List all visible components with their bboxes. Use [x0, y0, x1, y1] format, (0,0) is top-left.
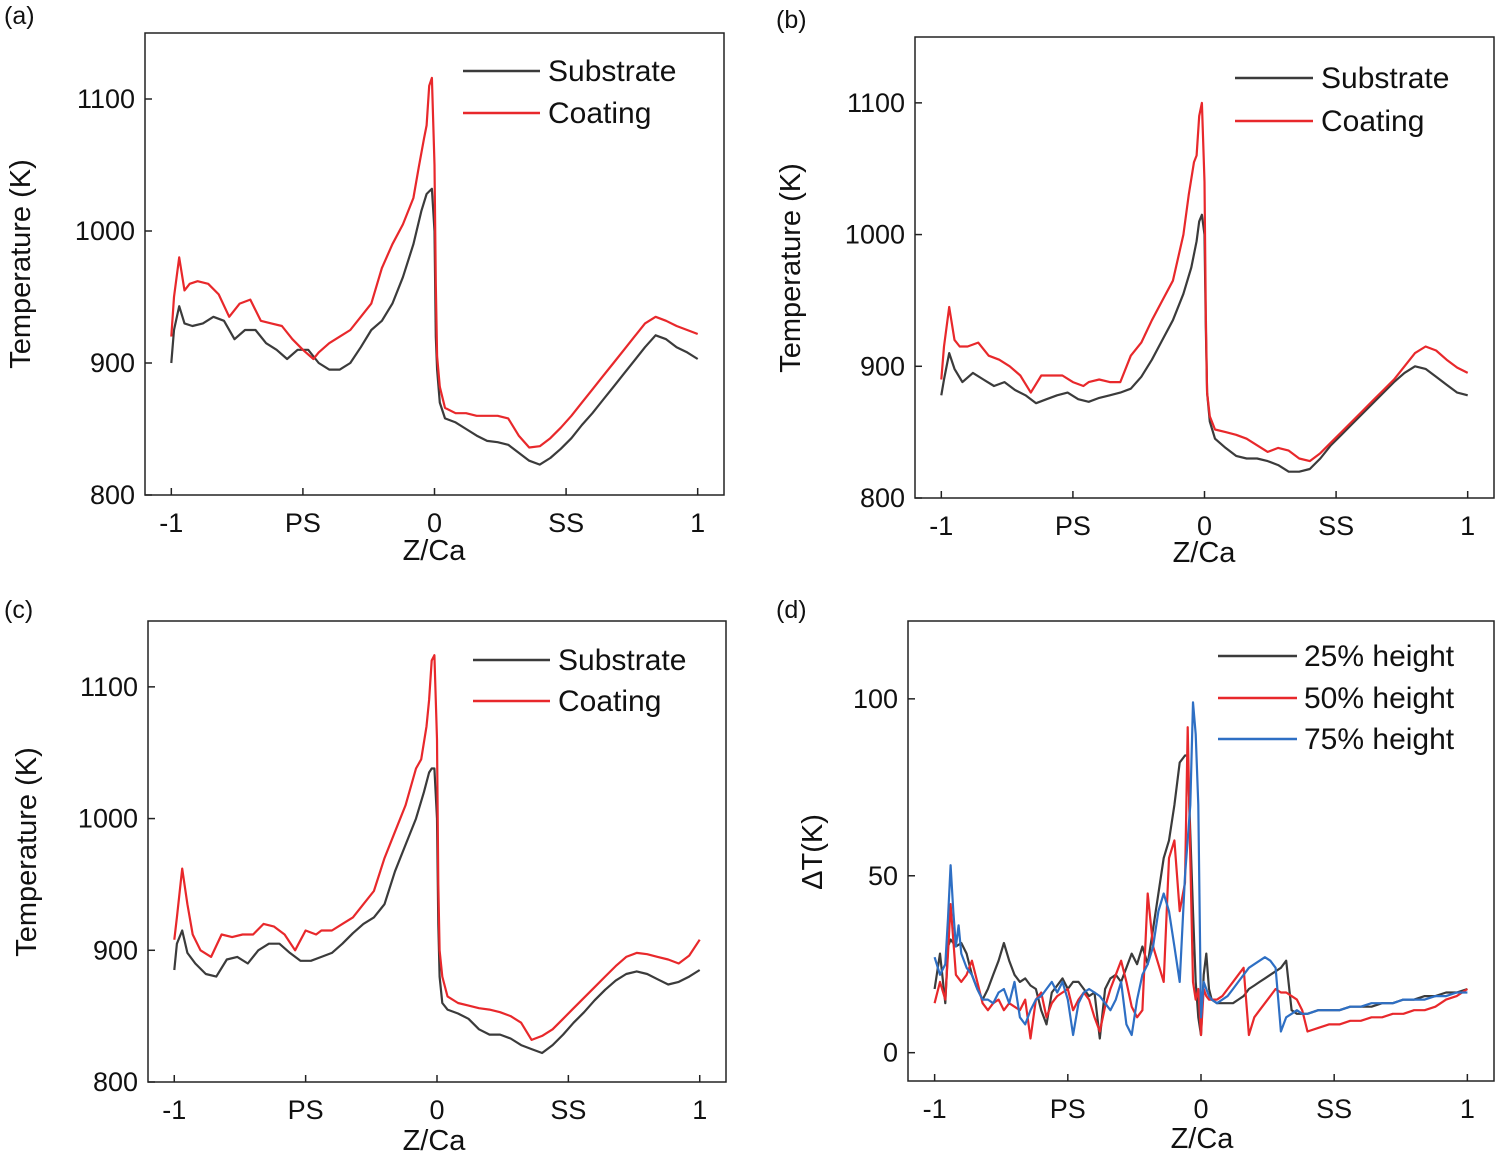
y-tick-label: 0 [883, 1038, 898, 1068]
x-tick-label: PS [1050, 1094, 1086, 1124]
series-layer [940, 101, 1469, 473]
x-ticks: -1 PS 0 SS 1 [923, 1094, 1475, 1124]
x-tick-label: PS [1055, 511, 1091, 541]
x-ticks: -1 PS 0 SS 1 [159, 508, 705, 538]
x-tick-label: PS [288, 1095, 324, 1125]
panel-label: (b) [776, 6, 807, 34]
x-tick-label: SS [550, 1095, 586, 1125]
y-tick-label: 1000 [78, 804, 138, 834]
y-tick-label: 800 [93, 1067, 138, 1097]
legend-label-75-height: 75% height [1304, 723, 1455, 756]
legend-label-coating: Coating [558, 685, 661, 718]
x-tick-label: 1 [690, 508, 705, 538]
series-line-substrate [173, 767, 701, 1055]
legend: Substrate Coating [473, 644, 686, 718]
panel-b: (b) Z/Ca Temperature (K) 800 900 1000 11… [775, 6, 1495, 569]
x-tick-label: SS [548, 508, 584, 538]
y-tick-label: 1100 [80, 672, 138, 702]
panel-label: (c) [4, 596, 33, 624]
x-axis-title: Z/Ca [1173, 537, 1237, 569]
legend: Substrate Coating [1235, 62, 1449, 138]
y-axis-title: Temperature (K) [775, 163, 807, 373]
series-line-coating [940, 101, 1469, 463]
x-tick-label: -1 [159, 508, 183, 538]
legend: 25% height 50% height 75% height [1218, 640, 1455, 756]
series-line-substrate [170, 187, 699, 466]
legend-label-coating: Coating [1321, 105, 1424, 138]
y-tick-label: 1100 [77, 84, 135, 114]
y-tick-label: 50 [868, 861, 898, 891]
x-tick-label: 0 [1193, 1094, 1208, 1124]
y-axis-title: Temperature (K) [11, 747, 43, 957]
legend-label-substrate: Substrate [558, 644, 686, 677]
y-axis-title: Temperature (K) [5, 159, 37, 369]
legend-label-coating: Coating [548, 97, 651, 130]
y-tick-label: 100 [853, 684, 898, 714]
series-line-substrate [940, 213, 1468, 473]
legend: Substrate Coating [463, 55, 676, 130]
x-ticks: -1 PS 0 SS 1 [162, 1095, 707, 1125]
x-tick-label: SS [1316, 1094, 1352, 1124]
series-layer [933, 701, 1469, 1040]
y-tick-label: 1000 [845, 220, 905, 250]
x-tick-label: -1 [929, 511, 953, 541]
x-tick-label: 0 [429, 1095, 444, 1125]
legend-label-25-height: 25% height [1304, 640, 1455, 673]
y-tick-label: 800 [860, 483, 905, 513]
y-tick-label: 1100 [847, 88, 905, 118]
series-line-75-height [933, 701, 1468, 1037]
y-ticks: 800 900 1000 1100 [75, 84, 135, 510]
x-tick-label: -1 [162, 1095, 186, 1125]
x-axis-title: Z/Ca [1171, 1123, 1235, 1155]
x-ticks: -1 PS 0 SS 1 [929, 511, 1475, 541]
y-ticks: 800 900 1000 1100 [78, 672, 138, 1097]
legend-label-50-height: 50% height [1304, 682, 1455, 715]
panel-label: (a) [4, 2, 35, 30]
y-ticks: 800 900 1000 1100 [845, 88, 905, 513]
legend-label-substrate: Substrate [548, 55, 676, 88]
x-tick-label: SS [1318, 511, 1354, 541]
series-line-coating [173, 654, 701, 1042]
x-tick-label: PS [285, 508, 321, 538]
series-line-coating [170, 76, 699, 449]
y-tick-label: 900 [860, 351, 905, 381]
x-tick-label: 1 [1460, 1094, 1475, 1124]
series-layer [170, 76, 699, 466]
panel-a: (a) Z/Ca Temperature (K) 800 900 1000 11… [4, 2, 725, 567]
x-tick-label: -1 [923, 1094, 947, 1124]
x-tick-label: 1 [1460, 511, 1475, 541]
panel-label: (d) [776, 596, 807, 624]
y-tick-label: 900 [90, 348, 135, 378]
panel-d: (d) Z/Ca ΔT(K) 0 50 100 -1 PS 0 SS 1 25%… [776, 596, 1495, 1155]
x-tick-label: 0 [1197, 511, 1212, 541]
x-tick-label: 1 [692, 1095, 707, 1125]
panel-c: (c) Z/Ca Temperature (K) 800 900 1000 11… [4, 596, 727, 1157]
y-tick-label: 800 [90, 480, 135, 510]
x-axis-title: Z/Ca [403, 535, 467, 567]
series-layer [173, 654, 701, 1055]
y-axis-title: ΔT(K) [797, 814, 829, 890]
legend-label-substrate: Substrate [1321, 62, 1449, 95]
x-axis-title: Z/Ca [403, 1125, 467, 1157]
y-ticks: 0 50 100 [853, 684, 898, 1068]
x-tick-label: 0 [427, 508, 442, 538]
y-tick-label: 1000 [75, 216, 135, 246]
y-tick-label: 900 [93, 935, 138, 965]
